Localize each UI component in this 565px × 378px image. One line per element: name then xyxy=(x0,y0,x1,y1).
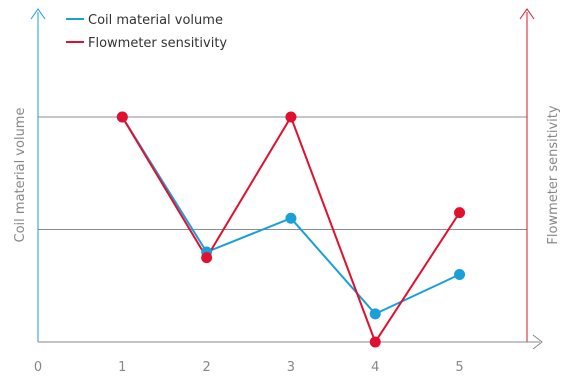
data-point-s0-3 xyxy=(285,212,297,224)
legend-label-flowmeter: Flowmeter sensitivity xyxy=(88,36,227,51)
y-axis-title-left: Coil material volume xyxy=(13,108,28,243)
right-axis-arrow xyxy=(519,8,535,20)
data-point-s1-4 xyxy=(369,336,381,348)
y-axis-title-right: Flowmeter sensitivity xyxy=(546,105,561,244)
data-point-s1-5 xyxy=(454,207,466,219)
legend-label-coil: Coil material volume xyxy=(88,13,223,28)
legend: Coil material volume Flowmeter sensitivi… xyxy=(66,13,227,51)
data-point-s0-4 xyxy=(369,308,381,320)
x-axis-arrow xyxy=(532,334,543,350)
data-point-s1-3 xyxy=(285,111,297,123)
left-axis-arrow xyxy=(30,8,46,20)
x-tick-label-1: 1 xyxy=(118,360,126,375)
data-point-s0-5 xyxy=(454,269,466,280)
x-tick-label-2: 2 xyxy=(202,360,210,375)
x-tick-labels: 0 1 2 3 4 5 xyxy=(34,360,464,375)
x-tick-label-0: 0 xyxy=(34,360,42,375)
data-point-s1-2 xyxy=(201,252,213,264)
data-point-s1-1 xyxy=(116,111,128,123)
grid-lines xyxy=(38,116,527,230)
x-tick-label-3: 3 xyxy=(287,360,295,375)
x-tick-label-4: 4 xyxy=(371,360,379,375)
x-tick-label-5: 5 xyxy=(455,360,463,375)
series-lines xyxy=(116,111,466,348)
